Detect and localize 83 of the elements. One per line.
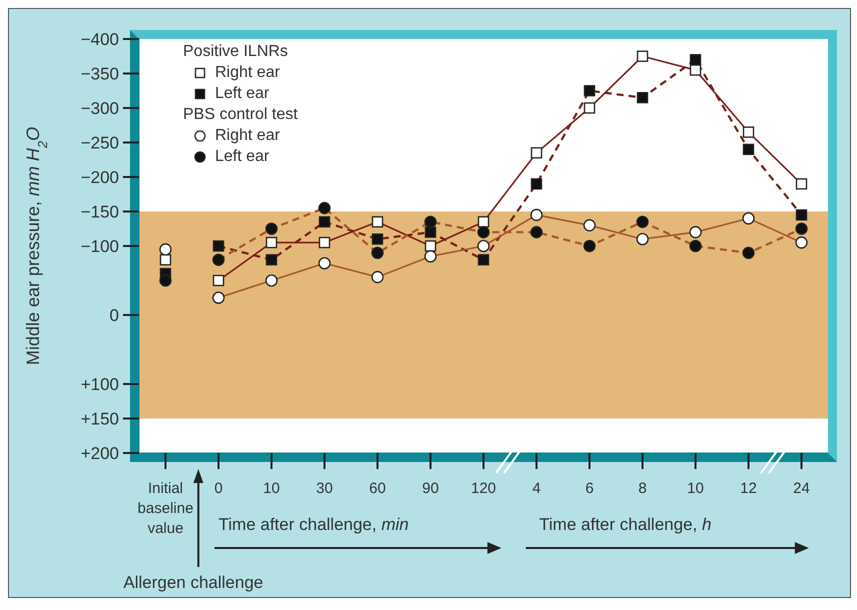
point <box>212 240 224 252</box>
y-tick-label: −100 <box>80 237 119 256</box>
point <box>318 216 330 228</box>
point <box>583 219 596 232</box>
x-tick-label: 10 <box>687 480 704 497</box>
legend-label: Right ear <box>215 126 280 146</box>
point <box>795 222 808 235</box>
point <box>212 254 225 266</box>
x-tick-label: 90 <box>422 480 439 497</box>
x-tick-label: Initial baseline value <box>138 480 194 537</box>
annotation: PBS control test <box>183 105 298 125</box>
point <box>530 178 542 190</box>
point <box>636 232 649 246</box>
point <box>636 216 649 228</box>
point <box>212 274 224 286</box>
legend-label: Left ear <box>215 84 270 104</box>
point <box>584 85 596 96</box>
x-tick-label: 8 <box>638 480 647 497</box>
point <box>796 178 808 190</box>
x-tick-label: 24 <box>793 480 810 497</box>
point <box>742 246 755 260</box>
point <box>424 250 437 262</box>
point <box>477 240 490 252</box>
y-tick-label: +150 <box>80 410 119 429</box>
point <box>530 208 543 222</box>
x-tick-label: 6 <box>585 480 594 497</box>
point <box>159 274 172 287</box>
point <box>742 126 754 138</box>
x-tick-label: 0 <box>214 480 223 497</box>
text: Time after challenge, h <box>539 515 712 534</box>
point <box>265 274 278 287</box>
point <box>636 50 648 62</box>
y-tick-label: +100 <box>80 375 119 394</box>
point <box>689 240 702 252</box>
point <box>371 246 384 260</box>
point <box>690 54 702 66</box>
point <box>583 240 596 252</box>
point <box>424 240 436 252</box>
legend-label: Left ear <box>215 147 270 167</box>
annotation: Positive ILNRs <box>183 42 289 62</box>
y-tick-label: −250 <box>80 134 119 153</box>
x-tick-label: 60 <box>369 480 386 497</box>
point <box>636 92 648 104</box>
point <box>478 254 490 266</box>
point <box>530 226 543 238</box>
point <box>318 236 330 248</box>
x-tick-label: 30 <box>316 480 333 497</box>
point <box>742 212 755 225</box>
point <box>266 236 278 248</box>
y-tick-label: −300 <box>80 99 119 118</box>
point <box>265 222 278 235</box>
text: Allergen challenge <box>123 573 264 593</box>
point <box>530 147 542 158</box>
point <box>371 270 384 284</box>
x-tick-label: 4 <box>532 480 541 497</box>
point <box>372 216 384 228</box>
point <box>159 243 172 256</box>
point <box>424 226 436 238</box>
y-tick-label: +200 <box>80 444 119 464</box>
point <box>795 236 808 249</box>
x-tick-label: 12 <box>740 480 757 497</box>
y-tick-label: −400 <box>80 30 119 50</box>
point <box>318 257 331 270</box>
x-tick-label: 120 <box>470 480 496 497</box>
x-tick-label: 10 <box>263 480 280 497</box>
point <box>212 292 225 304</box>
point <box>477 226 490 238</box>
y-tick-label: −350 <box>80 64 119 84</box>
legend-label: Right ear <box>215 63 280 83</box>
point <box>478 216 490 228</box>
point <box>689 226 702 238</box>
point <box>318 202 331 214</box>
point <box>160 254 172 266</box>
text: Time after challenge, min <box>218 515 409 534</box>
point <box>424 216 437 228</box>
point <box>796 209 808 221</box>
point <box>742 144 754 156</box>
y-tick-label: −200 <box>80 168 119 188</box>
point <box>266 254 278 266</box>
point <box>372 233 384 245</box>
y-tick-label: −150 <box>80 202 119 222</box>
point <box>584 102 596 114</box>
y-tick-label: 0 <box>110 306 119 326</box>
